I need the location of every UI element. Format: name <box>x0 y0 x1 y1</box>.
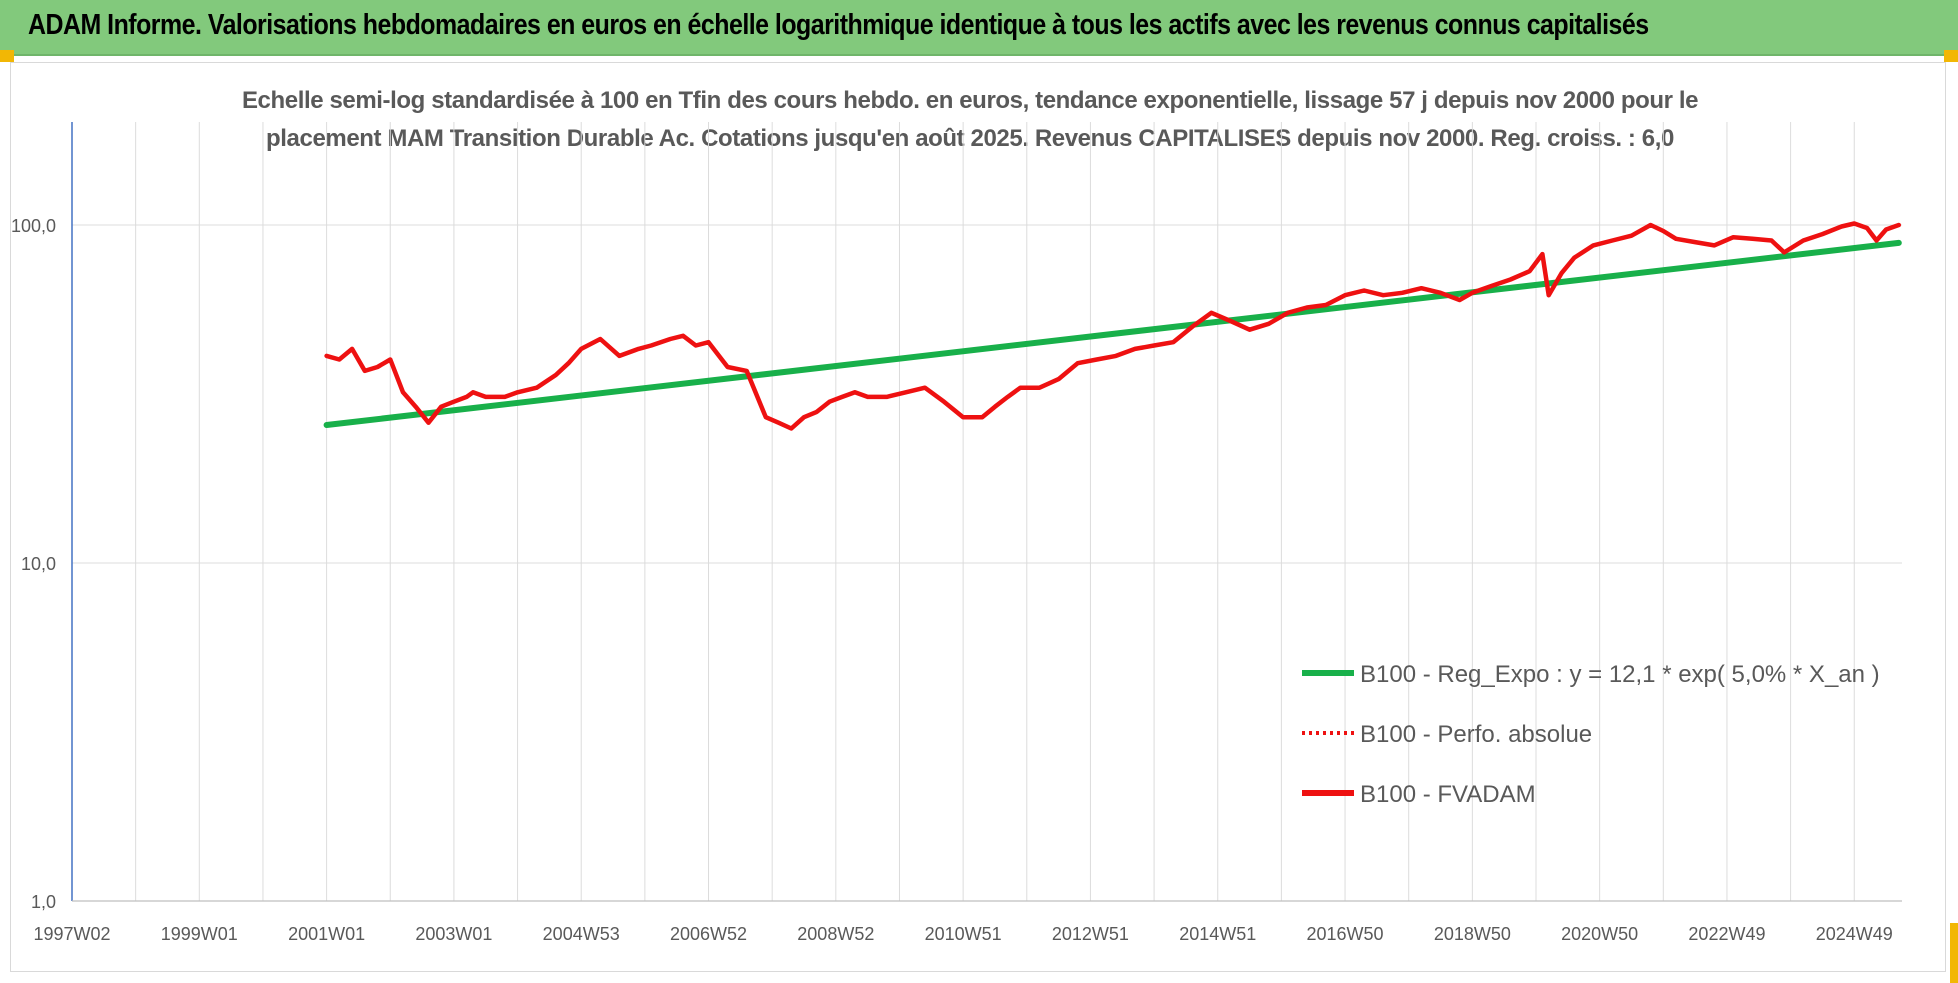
x-tick-label: 2018W50 <box>1434 924 1511 944</box>
y-tick-label: 10,0 <box>21 554 56 574</box>
x-tick-label: 1999W01 <box>161 924 238 944</box>
x-tick-label: 1997W02 <box>33 924 110 944</box>
series-layer <box>323 221 1902 431</box>
legend-label: B100 - Reg_Expo : y = 12,1 * exp( 5,0% *… <box>1360 661 1880 688</box>
chart-title-line-2: placement MAM Transition Durable Ac. Cot… <box>266 125 1674 152</box>
corner-accent-left <box>0 50 14 62</box>
x-tick-label: 2006W52 <box>670 924 747 944</box>
legend-label: B100 - FVADAM <box>1360 781 1536 808</box>
x-tick-label: 2008W52 <box>797 924 874 944</box>
corner-accent-bottom-right <box>1950 923 1958 983</box>
legend: B100 - Reg_Expo : y = 12,1 * exp( 5,0% *… <box>1302 661 1880 808</box>
x-tick-label: 2012W51 <box>1052 924 1129 944</box>
x-tick-label: 2020W50 <box>1561 924 1638 944</box>
legend-label: B100 - Perfo. absolue <box>1360 721 1592 748</box>
x-tick-label: 2016W50 <box>1307 924 1384 944</box>
y-tick-label: 100,0 <box>11 216 56 236</box>
y-tick-label: 1,0 <box>31 892 56 912</box>
fvadam-line <box>324 221 1902 431</box>
report-title: ADAM Informe. Valorisations hebdomadaire… <box>28 9 1649 41</box>
x-tick-label: 2010W51 <box>925 924 1002 944</box>
axis-layer: 1,0 10,0 100,0 1997W02 1999W01 2001W01 2003W01… <box>11 122 1902 944</box>
regression-line <box>323 239 1902 428</box>
x-tick-label: 2001W01 <box>288 924 365 944</box>
chart-title: Echelle semi-log standardisée à 100 en T… <box>150 82 1790 158</box>
x-tick-label: 2003W01 <box>415 924 492 944</box>
x-tick-label: 2004W53 <box>543 924 620 944</box>
x-tick-label: 2022W49 <box>1688 924 1765 944</box>
x-tick-label: 2014W51 <box>1179 924 1256 944</box>
x-tick-label: 2024W49 <box>1816 924 1893 944</box>
corner-accent-right <box>1944 50 1958 62</box>
chart-frame <box>10 62 1946 972</box>
report-banner: ADAM Informe. Valorisations hebdomadaire… <box>0 0 1958 56</box>
chart-title-line-1: Echelle semi-log standardisée à 100 en T… <box>241 87 1699 114</box>
